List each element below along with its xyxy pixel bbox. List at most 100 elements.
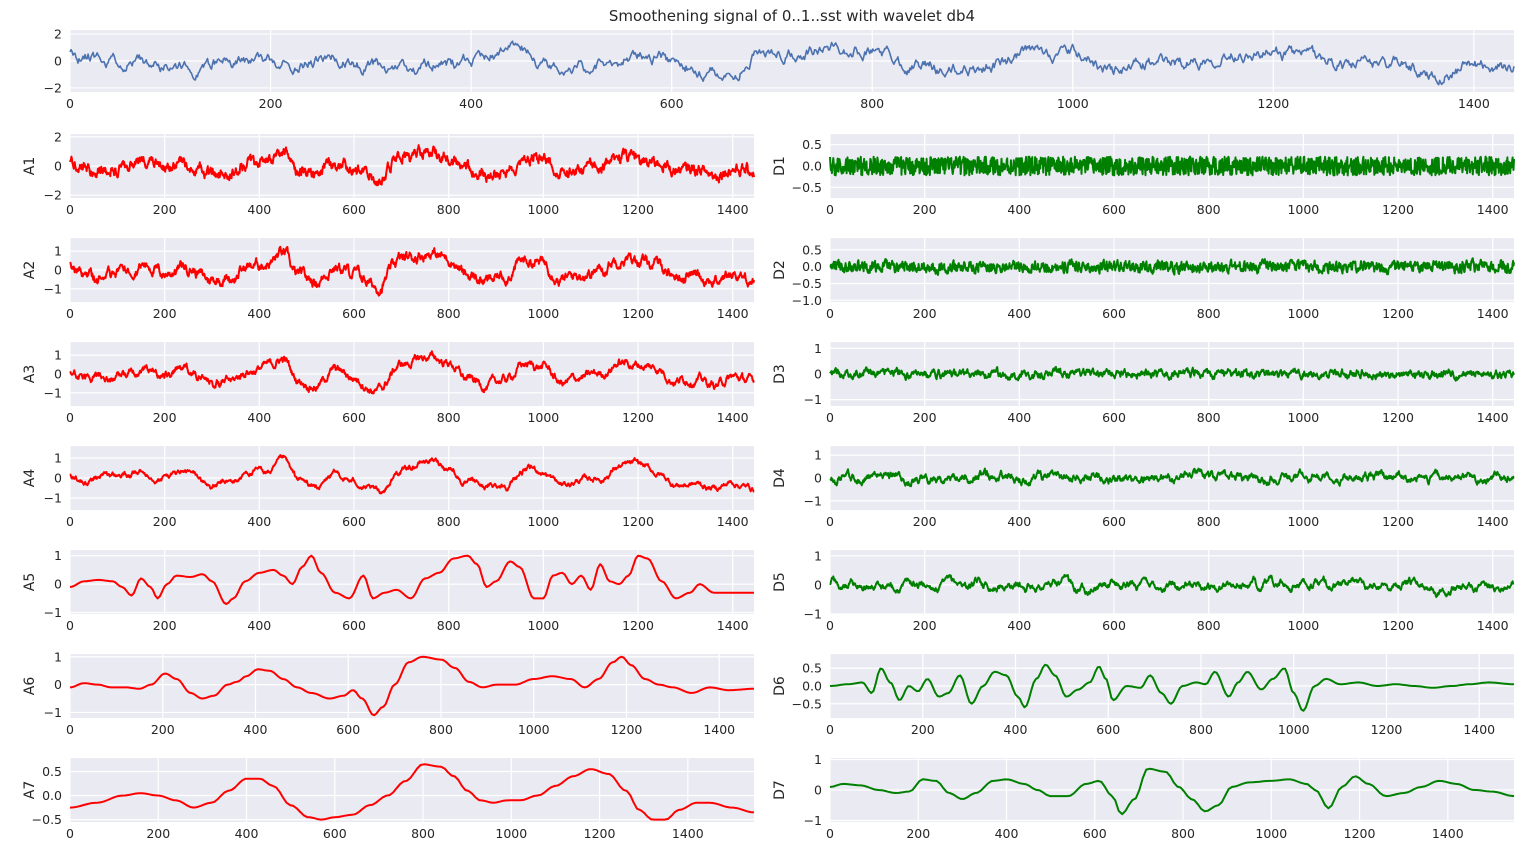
y-tick-label: −1 — [44, 491, 62, 506]
series-line-A4 — [69, 454, 755, 495]
y-tick-label: −1 — [804, 493, 822, 508]
x-tick-label: 800 — [1197, 410, 1221, 425]
y-tick-label: −1 — [44, 705, 62, 720]
x-tick-label: 1400 — [717, 618, 749, 633]
x-tick-label: 800 — [437, 306, 461, 321]
x-tick-label: 1200 — [1382, 202, 1414, 217]
x-tick-label: 200 — [913, 618, 937, 633]
y-axis-label: A5 — [22, 573, 38, 591]
x-tick-label: 1000 — [1278, 722, 1310, 737]
y-tick-label: 0 — [54, 159, 62, 174]
x-tick-label: 0 — [66, 410, 74, 425]
panel-A7: 0 200 400 600 800 1000 1200 1400 0.5 0.0 −0.5 A7 — [22, 758, 755, 841]
x-tick-label: 200 — [913, 410, 937, 425]
x-tick-label: 1200 — [1382, 514, 1414, 529]
y-tick-label: −1 — [44, 385, 62, 400]
x-tick-label: 200 — [146, 826, 170, 841]
x-tick-label: 800 — [437, 514, 461, 529]
y-tick-label: 1 — [814, 752, 822, 767]
x-tick-label: 800 — [1197, 618, 1221, 633]
x-tick-label: 1000 — [527, 514, 559, 529]
x-tick-label: 400 — [459, 96, 483, 111]
x-tick-label: 0 — [826, 826, 834, 841]
x-tick-label: 800 — [1171, 826, 1195, 841]
y-axis-label: D6 — [772, 676, 788, 696]
series-line-D3 — [829, 365, 1515, 382]
x-tick-label: 1000 — [1057, 96, 1089, 111]
x-tick-label: 0 — [66, 306, 74, 321]
x-tick-label: 200 — [913, 202, 937, 217]
y-tick-label: 0 — [54, 367, 62, 382]
y-tick-label: 0.5 — [802, 242, 822, 257]
panel-A4: 0 200 400 600 800 1000 1200 1400 1 0 −1 A4 — [22, 446, 755, 529]
x-tick-label: 1000 — [527, 410, 559, 425]
panel-A2: 0 200 400 600 800 1000 1200 1400 1 0 −1 A2 — [22, 238, 755, 321]
x-tick-label: 400 — [244, 722, 268, 737]
y-tick-label: −1.0 — [792, 293, 822, 308]
panel-D1: 0 200 400 600 800 1000 1200 1400 0.5 0.0 −0.5 D1 — [772, 134, 1515, 217]
x-tick-label: 200 — [153, 306, 177, 321]
x-tick-label: 1000 — [1287, 514, 1319, 529]
y-tick-label: 0.0 — [802, 259, 822, 274]
y-tick-label: 0 — [54, 471, 62, 486]
x-tick-label: 600 — [1083, 826, 1107, 841]
panel-D7: 0 200 400 600 800 1000 1200 1400 1 0 −1 D7 — [772, 752, 1515, 841]
x-tick-label: 1400 — [1432, 826, 1464, 841]
x-tick-label: 1200 — [1382, 618, 1414, 633]
x-tick-label: 1000 — [495, 826, 527, 841]
series-line-signal — [69, 40, 1515, 86]
x-tick-label: 1200 — [1344, 826, 1376, 841]
series-line-A5 — [69, 554, 754, 605]
x-tick-label: 600 — [342, 306, 366, 321]
x-tick-label: 600 — [342, 410, 366, 425]
x-tick-label: 1200 — [1371, 722, 1403, 737]
series-line-D6 — [829, 663, 1514, 712]
x-tick-label: 200 — [153, 410, 177, 425]
series-line-A3 — [69, 350, 755, 395]
x-tick-label: 0 — [826, 202, 834, 217]
y-tick-label: 1 — [814, 341, 822, 356]
y-tick-label: −0.5 — [792, 696, 822, 711]
x-tick-label: 1200 — [611, 722, 643, 737]
x-tick-label: 1000 — [527, 202, 559, 217]
y-axis-label: A7 — [22, 781, 38, 799]
y-tick-label: 1 — [54, 649, 62, 664]
x-tick-label: 400 — [247, 514, 271, 529]
y-tick-label: 0.0 — [802, 159, 822, 174]
y-tick-label: −1 — [44, 281, 62, 296]
x-tick-label: 1200 — [622, 618, 654, 633]
x-tick-label: 1200 — [584, 826, 616, 841]
y-tick-label: 1 — [54, 244, 62, 259]
x-tick-label: 400 — [1007, 514, 1031, 529]
x-tick-label: 800 — [1197, 514, 1221, 529]
panel-D5: 0 200 400 600 800 1000 1200 1400 1 0 −1 D5 — [772, 548, 1515, 633]
y-tick-label: 1 — [54, 348, 62, 363]
x-tick-label: 600 — [1102, 202, 1126, 217]
x-tick-label: 200 — [913, 306, 937, 321]
x-tick-label: 0 — [826, 722, 834, 737]
y-tick-label: 0.5 — [802, 137, 822, 152]
series-line-D4 — [829, 467, 1515, 488]
x-tick-label: 400 — [247, 410, 271, 425]
x-tick-label: 0 — [66, 826, 74, 841]
panel-A3: 0 200 400 600 800 1000 1200 1400 1 0 −1 A3 — [22, 342, 755, 425]
x-tick-label: 0 — [66, 96, 74, 111]
x-tick-label: 600 — [1102, 410, 1126, 425]
x-tick-label: 600 — [342, 202, 366, 217]
x-tick-label: 600 — [342, 618, 366, 633]
x-tick-label: 200 — [151, 722, 175, 737]
series-line-A1 — [69, 144, 755, 187]
y-axis-label: D4 — [772, 468, 788, 488]
y-tick-label: 0 — [814, 783, 822, 798]
x-tick-label: 200 — [153, 618, 177, 633]
x-tick-label: 800 — [860, 96, 884, 111]
panel-D3: 0 200 400 600 800 1000 1200 1400 1 0 −1 D3 — [772, 341, 1515, 425]
x-tick-label: 0 — [826, 306, 834, 321]
x-tick-label: 400 — [247, 202, 271, 217]
panel-D2: 0 200 400 600 800 1000 1200 1400 0.5 0.0 −0.5 −1.0 D… — [772, 238, 1515, 321]
y-axis-label: D5 — [772, 572, 788, 592]
y-tick-label: 1 — [814, 448, 822, 463]
y-axis-label: D7 — [772, 780, 788, 800]
y-tick-label: −2 — [44, 188, 62, 203]
